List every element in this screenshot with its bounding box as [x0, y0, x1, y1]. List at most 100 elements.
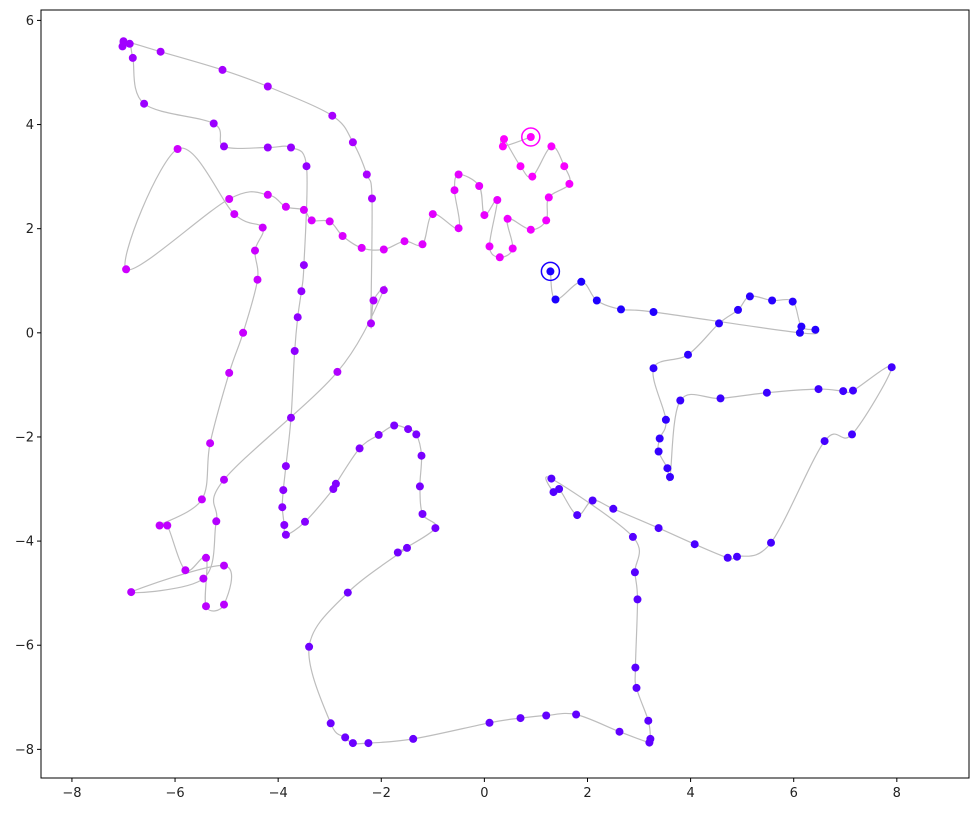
data-point: [684, 350, 692, 359]
data-point: [848, 430, 856, 439]
data-point: [631, 663, 640, 672]
y-tick-label: −8: [15, 743, 34, 758]
data-point: [485, 242, 494, 251]
data-point: [745, 292, 754, 301]
data-point: [475, 182, 484, 190]
data-point: [654, 447, 663, 456]
data-point: [546, 267, 555, 276]
data-point: [199, 574, 208, 583]
data-point: [197, 495, 206, 504]
data-point: [364, 739, 373, 748]
data-point: [280, 521, 289, 529]
data-point: [788, 297, 797, 306]
data-point: [633, 595, 642, 604]
data-point: [418, 510, 427, 518]
data-point: [299, 205, 308, 214]
data-point: [887, 363, 896, 372]
data-point: [428, 210, 437, 219]
data-point: [723, 553, 732, 562]
data-point: [156, 47, 165, 56]
data-point: [403, 543, 411, 552]
data-point: [839, 387, 848, 396]
data-point: [343, 588, 352, 597]
data-point: [528, 172, 537, 181]
data-point: [551, 295, 560, 304]
data-point: [333, 367, 342, 376]
data-point: [544, 193, 553, 202]
data-point: [690, 540, 699, 549]
data-point: [588, 496, 597, 505]
data-point: [500, 135, 508, 144]
data-point: [454, 224, 463, 233]
data-point: [715, 319, 723, 328]
data-point: [734, 305, 742, 314]
data-point: [299, 261, 308, 270]
data-point: [218, 65, 227, 74]
data-point: [251, 246, 259, 255]
data-point: [220, 600, 228, 609]
data-point: [307, 216, 316, 225]
data-point: [127, 588, 136, 597]
plot-area: [40, 9, 970, 779]
data-point: [230, 210, 239, 219]
data-point: [542, 711, 551, 720]
data-point: [293, 313, 302, 322]
data-point: [628, 532, 637, 541]
data-point: [415, 482, 424, 491]
data-points: [118, 37, 896, 748]
data-point: [644, 716, 653, 725]
data-point: [368, 194, 376, 203]
data-point: [128, 53, 137, 62]
data-point: [409, 734, 418, 743]
data-point: [287, 413, 295, 422]
data-point: [279, 486, 288, 495]
data-point: [202, 602, 210, 611]
data-point: [572, 710, 581, 719]
data-point: [649, 308, 658, 316]
data-point: [140, 99, 149, 108]
data-point: [431, 524, 440, 533]
data-point: [253, 275, 262, 284]
data-point: [206, 439, 215, 448]
data-point: [820, 437, 829, 446]
data-point: [263, 143, 272, 152]
data-point: [212, 517, 221, 526]
data-point: [617, 305, 625, 314]
data-point: [163, 521, 172, 530]
data-point: [716, 394, 725, 403]
data-point: [258, 223, 267, 232]
data-point: [263, 190, 272, 199]
data-point: [281, 530, 290, 539]
data-point: [369, 296, 378, 305]
y-tick-label: −6: [15, 639, 34, 654]
data-point: [357, 243, 366, 252]
data-point: [325, 217, 334, 226]
data-point: [329, 485, 338, 493]
x-tick-label: 8: [893, 786, 901, 801]
data-point: [379, 245, 388, 254]
data-point: [202, 553, 210, 562]
data-point: [547, 142, 556, 151]
data-point: [281, 462, 290, 471]
data-point: [542, 216, 551, 225]
data-point: [278, 503, 287, 512]
data-point: [666, 473, 674, 481]
data-point: [516, 714, 525, 723]
data-point: [220, 561, 228, 570]
y-tick-label: 6: [26, 14, 34, 29]
data-point: [417, 451, 426, 460]
data-point: [495, 253, 504, 262]
data-point: [797, 322, 806, 331]
x-tick-label: 2: [583, 786, 591, 801]
data-point: [661, 415, 670, 424]
data-point: [341, 733, 350, 742]
data-point: [632, 683, 641, 692]
data-point: [814, 385, 823, 394]
data-point: [393, 548, 402, 557]
data-point: [526, 133, 535, 141]
data-point: [418, 240, 427, 249]
data-point: [225, 368, 234, 377]
data-point: [655, 434, 664, 443]
data-point: [649, 364, 658, 373]
data-point: [281, 202, 290, 211]
